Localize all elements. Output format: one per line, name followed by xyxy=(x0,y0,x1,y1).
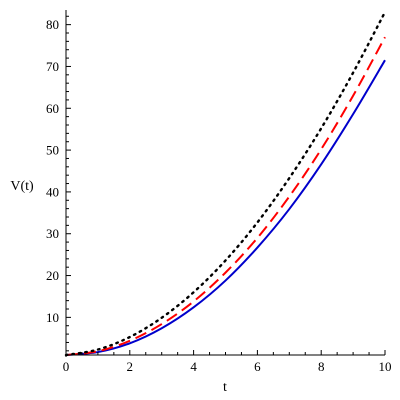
y-tick-label: 70 xyxy=(46,59,59,74)
y-tick-label: 10 xyxy=(46,310,59,325)
y-tick-label: 60 xyxy=(46,101,59,116)
series-line-3 xyxy=(64,10,387,357)
y-tick-label: 40 xyxy=(46,184,59,199)
x-tick-label: 2 xyxy=(127,359,134,374)
x-tick-label: 4 xyxy=(190,359,197,374)
series-layer xyxy=(64,10,387,357)
series-line-2 xyxy=(65,36,386,356)
y-tick-label: 50 xyxy=(46,143,59,158)
x-axis-label: t xyxy=(223,380,227,395)
x-tick-label: 8 xyxy=(318,359,325,374)
y-tick-label: 20 xyxy=(46,268,59,283)
x-tick-label: 10 xyxy=(379,359,392,374)
series-line-1 xyxy=(65,59,386,356)
x-tick-label: 6 xyxy=(254,359,261,374)
y-axis-label: V(t) xyxy=(10,179,34,194)
y-tick-label: 30 xyxy=(46,226,59,241)
y-tick-label: 80 xyxy=(46,17,59,32)
axes-layer: 0 2 4 6 8 10 10 20 30 40 50 60 70 80 xyxy=(46,10,392,374)
x-tick-label: 0 xyxy=(63,359,70,374)
